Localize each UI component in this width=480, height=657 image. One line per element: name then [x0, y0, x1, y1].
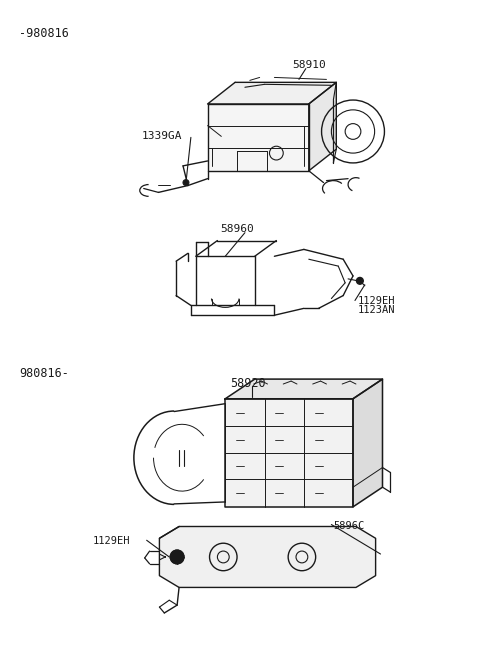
Polygon shape [159, 526, 376, 587]
Text: 980816-: 980816- [19, 367, 69, 380]
Polygon shape [207, 104, 309, 171]
Text: -980816: -980816 [19, 28, 69, 40]
Text: 1339GA: 1339GA [142, 131, 182, 141]
Text: 1129EH: 1129EH [358, 296, 396, 306]
Text: 58960: 58960 [220, 224, 254, 234]
Text: 1123AN: 1123AN [358, 306, 396, 315]
Polygon shape [353, 379, 383, 507]
Polygon shape [225, 379, 383, 399]
Text: 5896C: 5896C [333, 520, 365, 531]
Circle shape [183, 179, 189, 185]
Circle shape [357, 277, 363, 284]
Circle shape [170, 550, 184, 564]
Text: 1129EH: 1129EH [93, 536, 130, 547]
Polygon shape [207, 82, 336, 104]
Polygon shape [225, 399, 353, 507]
Text: 58910: 58910 [292, 60, 326, 70]
Polygon shape [309, 82, 336, 171]
Text: 58920: 58920 [230, 377, 266, 390]
